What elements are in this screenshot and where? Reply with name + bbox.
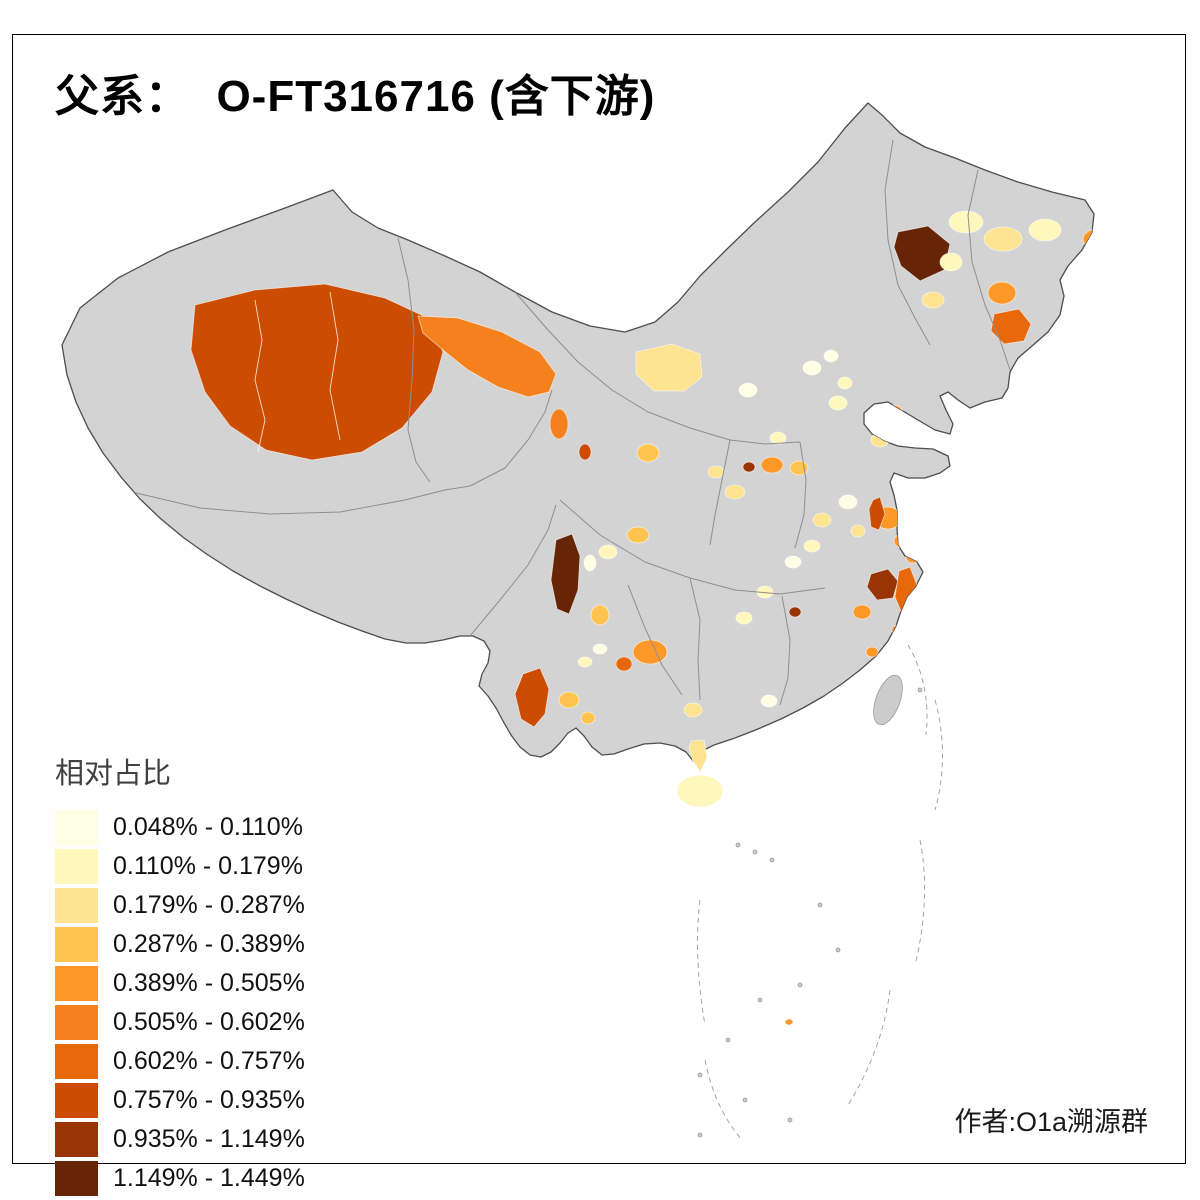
legend-label: 0.757% - 0.935% xyxy=(113,1086,305,1114)
map-region xyxy=(868,496,886,531)
legend-swatch xyxy=(55,1161,98,1196)
province-borders xyxy=(131,139,1011,706)
map-region xyxy=(891,624,905,636)
map-region xyxy=(1028,218,1062,242)
page-title: 父系： O-FT316716 (含下游) xyxy=(55,72,656,121)
map-region xyxy=(803,539,821,553)
legend-row: 0.110% - 0.179% xyxy=(55,847,305,886)
legend-label: 1.149% - 1.449% xyxy=(113,1164,305,1192)
map-region xyxy=(549,408,569,440)
map-region xyxy=(784,555,802,569)
map-region xyxy=(632,639,668,665)
map-region xyxy=(578,443,592,461)
legend-swatch xyxy=(55,927,98,962)
legend-title: 相对占比 xyxy=(55,758,172,790)
map-region xyxy=(707,465,725,479)
legend-label: 0.048% - 0.110% xyxy=(113,813,303,841)
taiwan-island xyxy=(873,674,903,726)
map-region xyxy=(983,226,1023,252)
legend-label: 0.389% - 0.505% xyxy=(113,969,305,997)
map-region xyxy=(948,210,984,234)
map-region xyxy=(592,643,608,655)
map-region xyxy=(893,533,913,549)
map-region xyxy=(558,691,580,709)
south-china-sea-islets xyxy=(697,687,923,1138)
map-region xyxy=(823,349,839,363)
map-region xyxy=(636,443,660,463)
map-region xyxy=(688,739,708,773)
map-region xyxy=(769,431,787,445)
map-region xyxy=(990,308,1032,345)
map-region-hainan xyxy=(676,774,724,808)
map-region xyxy=(893,225,951,282)
legend-swatch xyxy=(55,810,98,845)
map-region xyxy=(788,606,802,618)
map-region xyxy=(865,646,879,658)
map-region xyxy=(866,568,899,601)
map-region xyxy=(583,554,597,572)
legend-swatch xyxy=(55,1044,98,1079)
legend-row: 0.287% - 0.389% xyxy=(55,925,305,964)
map-region xyxy=(724,484,746,500)
map-region xyxy=(760,694,778,708)
legend-swatch xyxy=(55,1083,98,1118)
map-region xyxy=(190,283,444,461)
legend-swatch xyxy=(55,1005,98,1040)
map-region xyxy=(987,281,1017,305)
map-region xyxy=(784,1018,794,1026)
legend-swatch xyxy=(55,888,98,923)
map-region xyxy=(580,711,596,725)
map-region xyxy=(852,604,872,620)
map-region xyxy=(615,656,633,672)
legend-label: 0.287% - 0.389% xyxy=(113,930,305,958)
legend-row: 0.179% - 0.287% xyxy=(55,886,305,925)
map-region xyxy=(514,667,550,728)
map-region xyxy=(598,544,618,560)
legend-label: 0.110% - 0.179% xyxy=(113,852,303,880)
map-region xyxy=(735,611,753,625)
map-region xyxy=(742,461,756,473)
map-region xyxy=(882,404,904,422)
legend-row: 0.757% - 0.935% xyxy=(55,1081,305,1120)
map-region xyxy=(760,456,784,474)
map-region xyxy=(828,395,848,411)
map-region xyxy=(837,376,853,390)
map-region xyxy=(626,526,650,544)
map-region xyxy=(550,533,581,615)
legend-row: 0.048% - 0.110% xyxy=(55,808,305,847)
map-region xyxy=(850,524,866,538)
map-region xyxy=(802,360,822,376)
legend-label: 0.935% - 1.149% xyxy=(113,1125,305,1153)
map-region xyxy=(590,604,610,626)
legend-row: 0.602% - 0.757% xyxy=(55,1042,305,1081)
legend-label: 0.602% - 0.757% xyxy=(113,1047,305,1075)
map-region xyxy=(870,432,890,448)
map-region xyxy=(921,291,945,309)
map-region xyxy=(577,656,593,668)
author-credit: 作者:O1a溯源群 xyxy=(954,1107,1148,1137)
map-region xyxy=(683,702,703,718)
legend-label: 0.179% - 0.287% xyxy=(113,891,305,919)
map-region xyxy=(635,343,703,392)
legend-row: 0.389% - 0.505% xyxy=(55,964,305,1003)
sea-dashed-lines xyxy=(697,644,943,1141)
legend-row: 1.149% - 1.449% xyxy=(55,1159,305,1198)
legend-swatch xyxy=(55,849,98,884)
map-region xyxy=(738,382,758,398)
map-region xyxy=(838,494,858,510)
china-mainland-outline xyxy=(61,102,1095,763)
legend-row: 0.505% - 0.602% xyxy=(55,1003,305,1042)
legend: 相对占比 0.048% - 0.110% 0.110% - 0.179% 0.1… xyxy=(55,750,305,1198)
legend-swatch xyxy=(55,1122,98,1157)
legend-label: 0.505% - 0.602% xyxy=(113,1008,305,1036)
legend-row: 0.935% - 1.149% xyxy=(55,1120,305,1159)
legend-swatch xyxy=(55,966,98,1001)
map-region xyxy=(417,315,557,398)
map-region xyxy=(939,252,963,272)
map-region xyxy=(812,512,832,528)
